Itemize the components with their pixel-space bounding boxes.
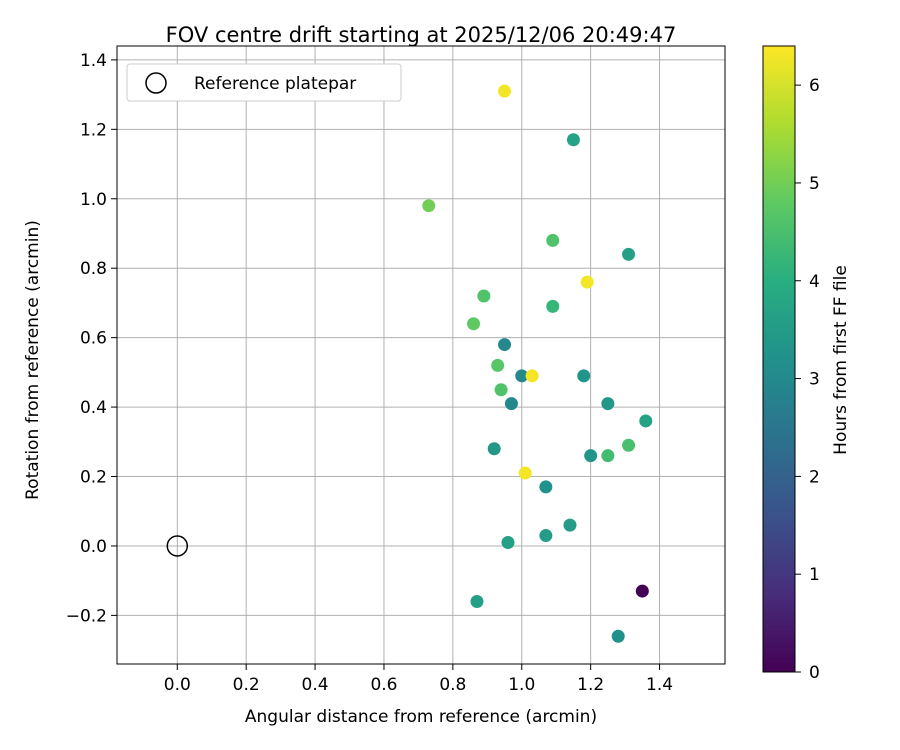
colorbar-tick-label: 0 [809,663,820,683]
data-point [611,629,625,643]
data-point [501,535,515,549]
data-point [470,595,484,609]
colorbar-tick-label: 5 [809,174,820,194]
colorbar-tick-label: 2 [809,467,820,487]
colorbar-tick-label: 6 [809,76,820,96]
data-point [584,449,598,463]
data-point [422,199,436,213]
legend-reference-label: Reference platepar [194,74,356,94]
y-tick-label: 0.8 [80,259,107,279]
colorbar-ticks: 0 1 2 3 4 5 6 [795,76,820,683]
legend: Reference platepar [126,63,402,102]
data-point [546,299,560,313]
x-axis-label: Angular distance from reference (arcmin) [245,707,597,727]
y-tick-label: 1.4 [80,51,107,71]
colorbar-label: Hours from first FF file [831,265,851,455]
colorbar-tick-label: 4 [809,272,820,292]
data-point [515,369,529,383]
data-point [494,383,508,397]
y-tick-label: 0.6 [80,329,107,349]
chart-title: FOV centre drift starting at 2025/12/06 … [166,23,677,47]
data-point [635,584,649,598]
data-point [639,414,653,428]
scatter-points [166,84,653,643]
data-point [498,338,512,352]
x-tick-label: 1.2 [577,675,604,695]
colorbar-gradient [762,45,796,673]
y-axis-label: Rotation from reference (arcmin) [23,220,43,500]
y-tick-label: 1.2 [80,120,107,140]
x-tick-label: 0.2 [233,675,260,695]
y-axis-ticks: −0.2 0.0 0.2 0.4 0.6 0.8 1.0 1.2 1.4 [66,51,117,626]
data-point [563,518,577,532]
x-axis-ticks: 0.0 0.2 0.4 0.6 0.8 1.0 1.2 1.4 [164,664,673,695]
x-tick-label: 0.4 [302,675,329,695]
data-point [546,233,560,247]
y-tick-label: 0.4 [80,398,107,418]
data-point [518,466,532,480]
data-point [566,133,580,147]
x-tick-label: 0.6 [370,675,397,695]
data-point [539,480,553,494]
y-tick-label: 0.0 [80,537,107,557]
colorbar-tick-label: 1 [809,565,820,585]
y-tick-label: 1.0 [80,190,107,210]
data-point [622,438,636,452]
reference-platepar-marker [166,535,189,557]
legend-reference-marker [145,72,167,94]
data-point [491,358,505,372]
legend-frame [126,63,402,102]
data-point [487,442,501,456]
x-tick-label: 1.0 [508,675,535,695]
colorbar: 0 1 2 3 4 5 6 Hours from first FF file [762,45,851,683]
data-point [577,369,591,383]
colorbar-tick-label: 3 [809,370,820,390]
plot-frame [116,45,726,665]
data-point [580,275,594,289]
y-tick-label: −0.2 [66,606,107,626]
x-tick-label: 0.0 [164,675,191,695]
data-point [504,397,518,411]
data-point [622,247,636,261]
data-point [525,369,539,383]
grid-lines [117,46,725,664]
x-tick-label: 1.4 [646,675,673,695]
data-point [467,317,481,331]
data-point [498,84,512,98]
data-point [601,449,615,463]
data-point [539,529,553,543]
x-tick-label: 0.8 [439,675,466,695]
y-tick-label: 0.2 [80,468,107,488]
data-point [601,397,615,411]
data-point [477,289,491,303]
